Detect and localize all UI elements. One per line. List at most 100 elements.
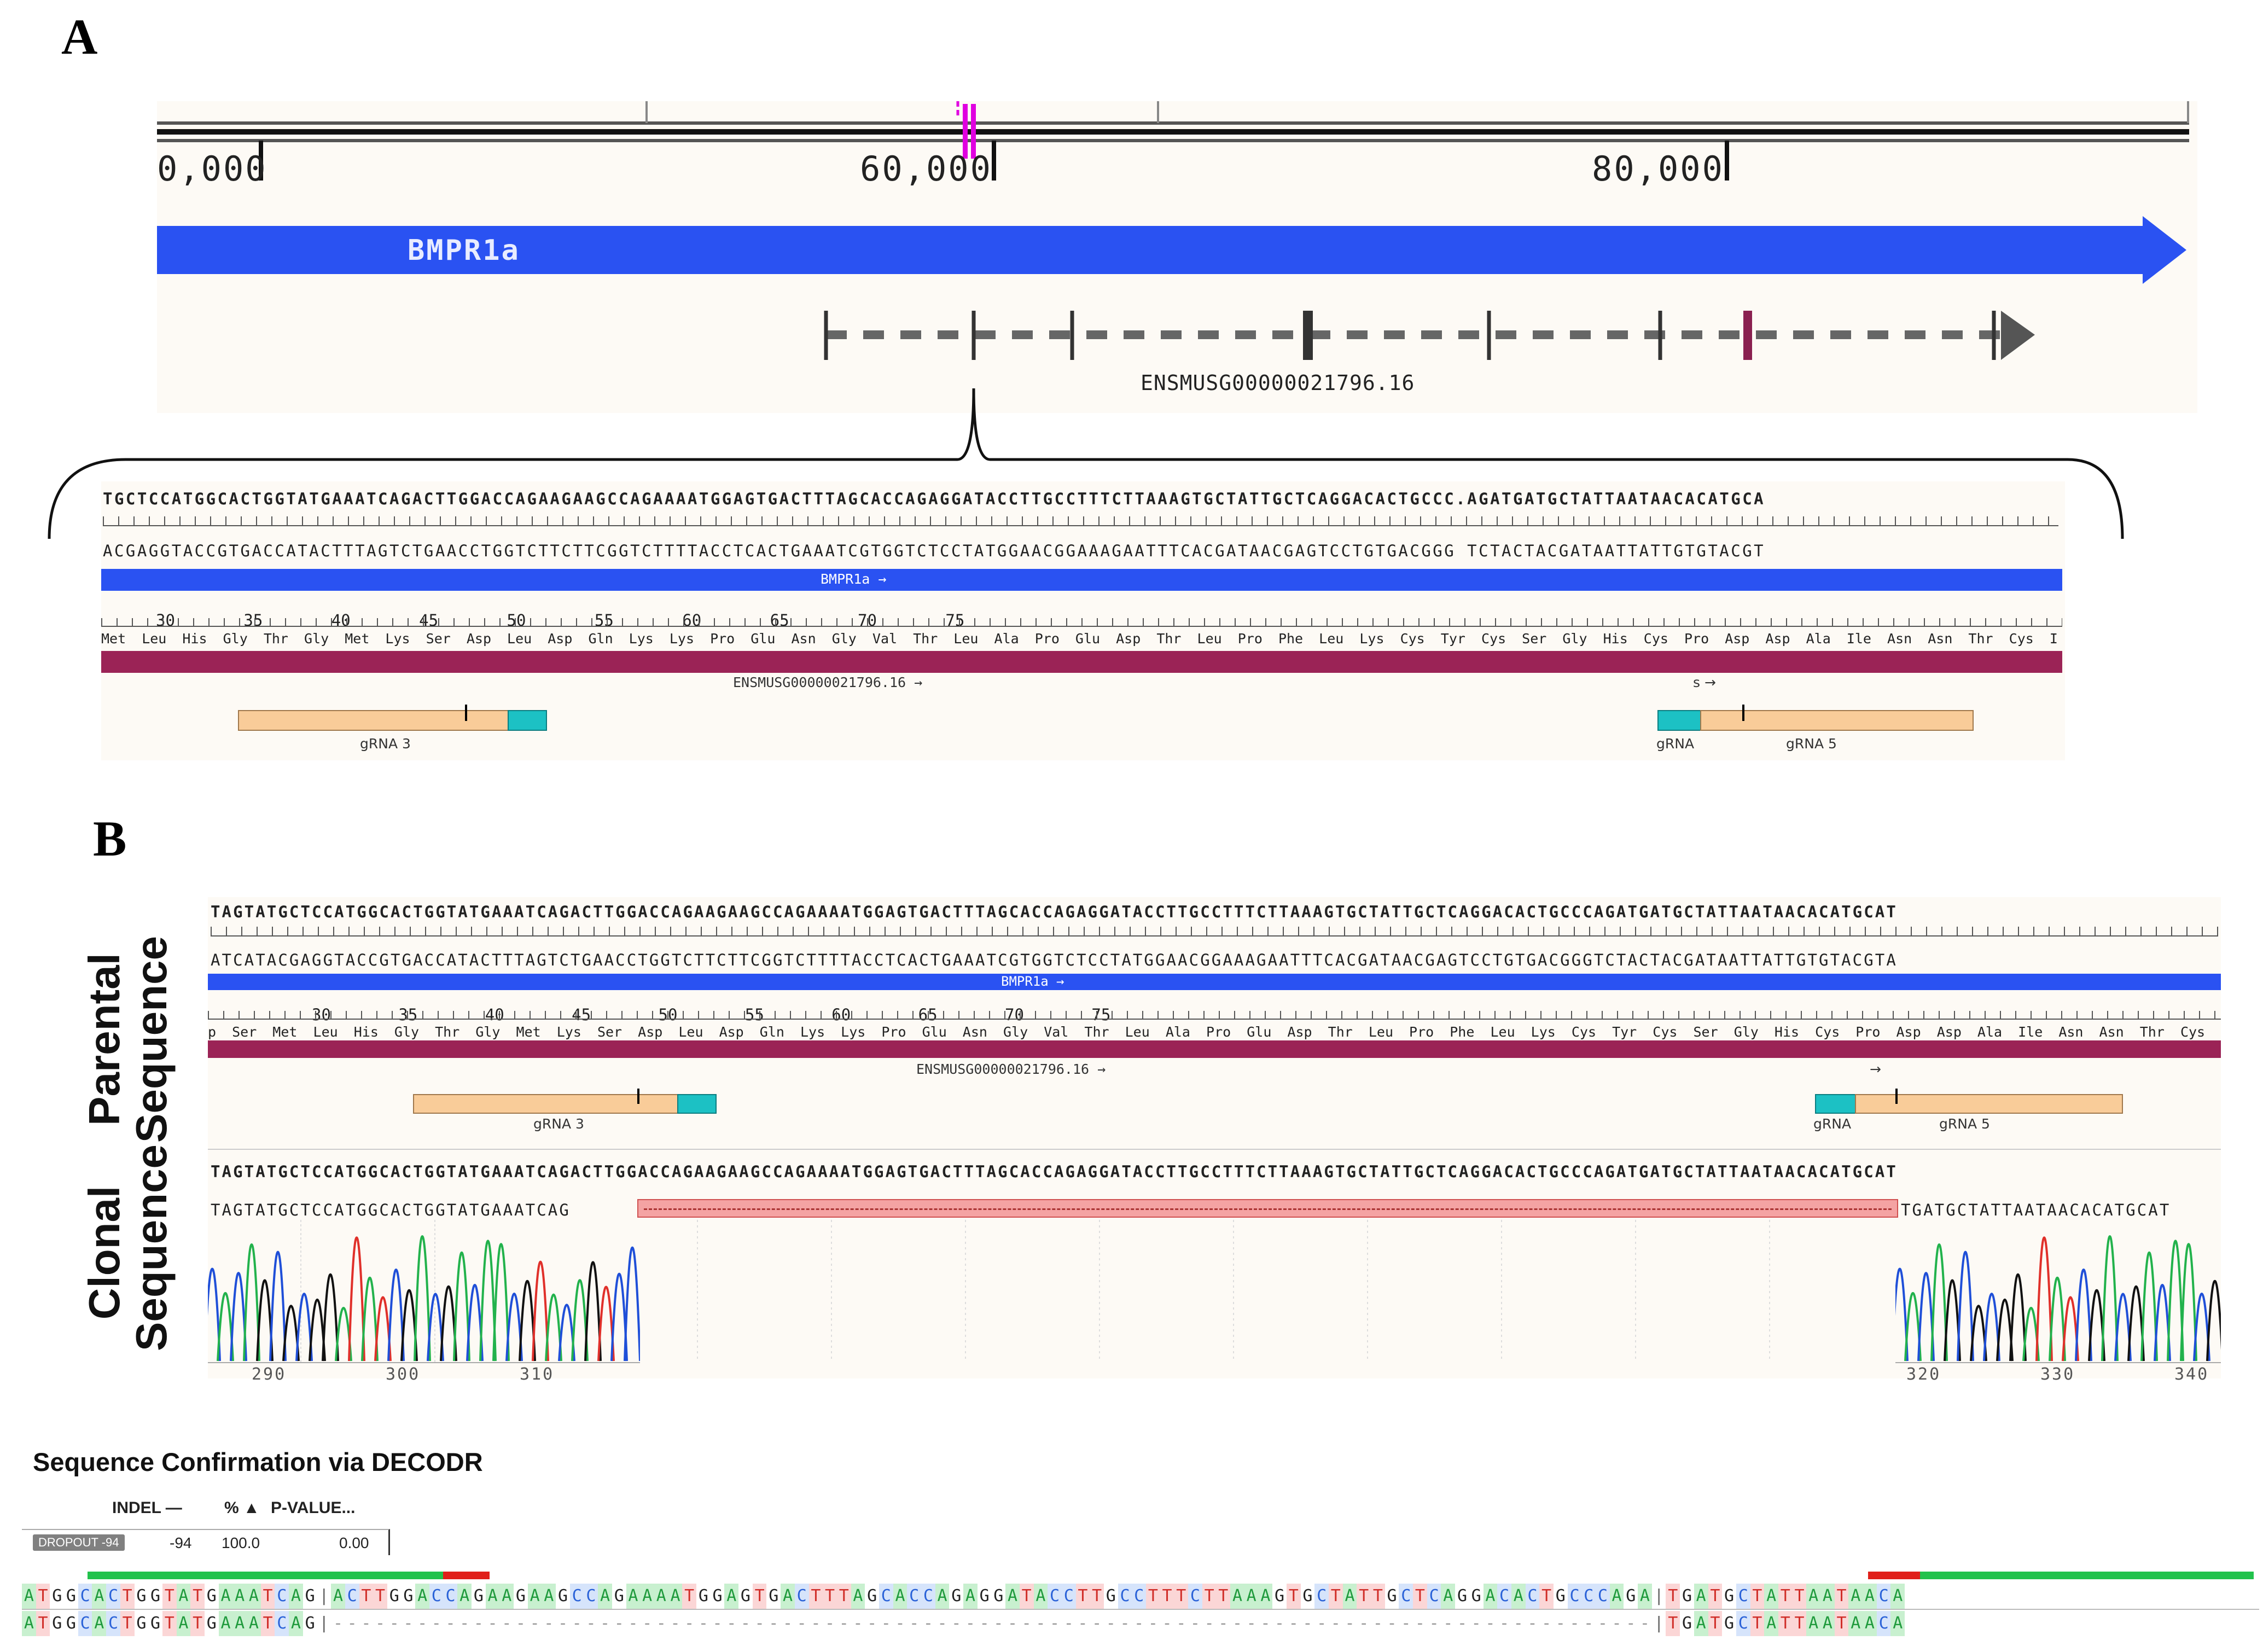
alignment-base: G [387, 1584, 402, 1609]
decodr-row[interactable] [22, 1529, 390, 1555]
chromatogram-peak [453, 1251, 470, 1362]
chromatogram-peak [2180, 1243, 2197, 1362]
alignment-base: A [1441, 1584, 1456, 1609]
alignment-base: G [1680, 1584, 1694, 1609]
alignment-base: T [1539, 1584, 1554, 1609]
alignment-base: C [106, 1611, 120, 1636]
alignment-gap: - [698, 1614, 708, 1633]
alignment-base: A [1806, 1584, 1820, 1609]
chromatogram-peak [295, 1293, 313, 1362]
genome-axis [157, 101, 2189, 181]
trace-tick: 310 [520, 1365, 555, 1384]
trace-tick: 330 [2040, 1365, 2075, 1384]
alignment-gap: - [754, 1614, 765, 1633]
alignment-base: G [401, 1584, 416, 1609]
alignment-base: T [1750, 1584, 1765, 1609]
alignment-base: G [64, 1611, 78, 1636]
alignment-base: A [289, 1584, 303, 1609]
alignment-base: C [1132, 1584, 1146, 1609]
alignment-gap: - [1162, 1614, 1172, 1633]
transcript-arrow: s → [1693, 674, 1716, 690]
alignment-base: T [823, 1584, 837, 1609]
dropout-badge: DROPOUT -94 [33, 1534, 125, 1551]
chromatogram-gap [697, 1220, 1770, 1362]
alignment-base: C [1876, 1584, 1891, 1609]
alignment-base: G [1680, 1611, 1694, 1636]
chromatogram-peak [322, 1273, 339, 1362]
alignment-base: C [1061, 1584, 1076, 1609]
decodr-col-indel[interactable]: INDEL — [112, 1499, 182, 1517]
decodr-col-pvalue[interactable]: P-VALUE... [271, 1499, 356, 1517]
alignment-base: T [120, 1611, 135, 1636]
alignment-base: T [1286, 1584, 1301, 1609]
alignment-gap: - [1134, 1614, 1144, 1633]
alignment-gap: - [1021, 1614, 1032, 1633]
alignment-base: A [1890, 1611, 1905, 1636]
alignment-base: C [1581, 1584, 1596, 1609]
alignment-base: T [1371, 1584, 1385, 1609]
grna5-label: gRNA 5 [1939, 1116, 1990, 1132]
alignment-base: A [92, 1584, 107, 1609]
alignment-gap: - [1317, 1614, 1327, 1633]
alignment-base: C [1567, 1584, 1582, 1609]
alignment-gap: - [1007, 1614, 1017, 1633]
alignment-base: T [1666, 1584, 1680, 1609]
alignment-gap: - [1176, 1614, 1186, 1633]
decodr-edited-row: A T G G C A C T G G T A T G A A A T C A G | - - - - - - - - - - - - - - - - - -… [22, 1611, 2259, 1636]
aa-ruler [208, 1011, 2221, 1020]
alignment-base: C [429, 1584, 444, 1609]
pam-box [508, 710, 547, 731]
alignment-gap: - [1190, 1614, 1200, 1633]
alignment-gap: - [1372, 1614, 1383, 1633]
alignment-gap: - [769, 1614, 779, 1633]
alignment-base: C [1497, 1584, 1511, 1609]
axis-tick-label: 80,000 [1592, 149, 1724, 189]
sequence-bottom-strand: ACGAGGTACCGTGACCATACTTTAGTCTGAACCTGGTCTT… [103, 542, 1766, 560]
alignment-base: T [359, 1584, 374, 1609]
chromatogram-peak [2049, 1277, 2066, 1362]
alignment-gap: - [431, 1614, 441, 1633]
alignment-base: C [921, 1584, 935, 1609]
alignment-base: A [1848, 1584, 1863, 1609]
alignment-base: T [1160, 1584, 1174, 1609]
transcript-label: ENSMUSG00000021796.16 [1141, 371, 1415, 395]
chromatogram-peak [545, 1293, 562, 1362]
alignment-base: G [710, 1584, 725, 1609]
grna-label: gRNA [1813, 1116, 1852, 1132]
alignment-base: A [1694, 1611, 1708, 1636]
alignment-gap: - [572, 1614, 582, 1633]
alignment-gap: - [811, 1614, 821, 1633]
gene-feature-bar [101, 569, 2062, 591]
alignment-base: C [1118, 1584, 1132, 1609]
chromatogram-peak [230, 1272, 247, 1362]
alignment-base: T [1090, 1584, 1104, 1609]
alignment-gap: - [459, 1614, 470, 1633]
alignment-base: C [1048, 1584, 1062, 1609]
alignment-base: A [1806, 1611, 1820, 1636]
chromatogram-peak [361, 1277, 379, 1362]
alignment-base: G [50, 1584, 65, 1609]
axis-tick-label: 60,000 [860, 149, 992, 189]
alignment-base: G [148, 1611, 162, 1636]
pam-box [1657, 710, 1701, 731]
alignment-base: T [1328, 1584, 1343, 1609]
alignment-base: A [1483, 1584, 1498, 1609]
trace-axis [208, 1362, 640, 1363]
cut-site-marker [637, 1089, 639, 1104]
chromatogram-peak [610, 1272, 628, 1362]
alignment-base: G [1469, 1584, 1484, 1609]
alignment-base: A [1005, 1584, 1020, 1609]
alignment-base: G [1384, 1584, 1399, 1609]
alignment-base: T [1834, 1611, 1849, 1636]
alignment-base: A [232, 1611, 247, 1636]
alignment-base: C [275, 1611, 289, 1636]
parental-top-strand: TAGTATGCTCCATGGCACTGGTATGAAATCAGACTTGGAC… [211, 903, 1898, 921]
alignment-base: C [569, 1584, 584, 1609]
amino-acid-row: Met Leu His Gly Thr Gly Met Lys Ser Asp … [101, 631, 2058, 647]
alignment-gap: - [1078, 1614, 1088, 1633]
alignment-base: A [1863, 1584, 1877, 1609]
decodr-col-percent[interactable]: % ▲ [224, 1499, 260, 1517]
alignment-base: T [1019, 1584, 1034, 1609]
alignment-gap: - [1204, 1614, 1214, 1633]
alignment-gap: - [993, 1614, 1004, 1633]
